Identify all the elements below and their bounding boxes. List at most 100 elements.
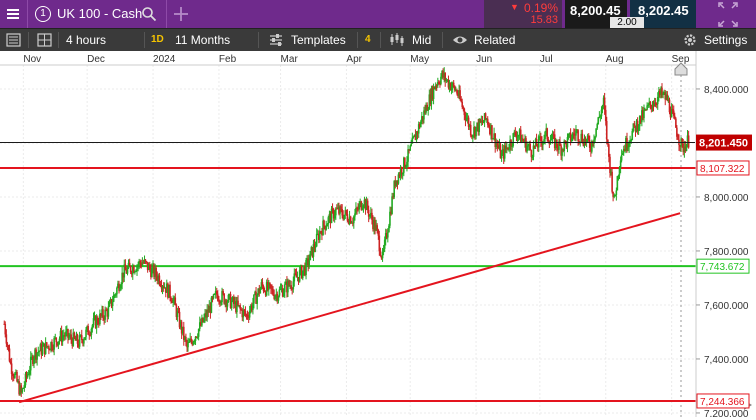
candle-body — [188, 341, 190, 343]
candle-body — [510, 140, 512, 147]
candle-body — [450, 87, 453, 91]
x-tick-label: Apr — [346, 54, 362, 65]
candle-body — [452, 82, 455, 87]
price-chart[interactable]: Nov Dec 2024 Feb Mar Apr May Jun Jul Aug Sep 8,400… — [0, 51, 756, 420]
trendline[interactable] — [18, 212, 681, 404]
y-tick-label: 7,400.000 — [704, 355, 749, 366]
range-selector[interactable]: 11 Months — [175, 33, 231, 47]
chart-toolbar: 4 hours 1D 11 Months Templates 4 Mid Rel… — [0, 28, 756, 51]
candle-body — [515, 135, 518, 138]
candle-body — [429, 94, 432, 105]
menu-button[interactable] — [0, 0, 26, 28]
candle-body — [125, 270, 128, 274]
search-icon[interactable] — [141, 6, 157, 22]
panel-icon[interactable] — [5, 29, 23, 51]
candle-body — [202, 317, 204, 322]
candle-body — [38, 351, 41, 353]
candle-body — [611, 171, 613, 192]
candle-body — [328, 213, 331, 218]
candle-body — [362, 205, 365, 209]
candle-body — [399, 168, 402, 177]
candle-body — [104, 309, 106, 320]
candle-body — [664, 92, 667, 100]
candle-body — [90, 328, 93, 335]
related-label: Related — [474, 33, 516, 47]
y-tick-label: 8,400.000 — [704, 85, 749, 96]
gear-icon — [684, 34, 696, 46]
current-price-label: 8,201.450 — [699, 138, 748, 150]
horizontal-lines[interactable] — [0, 166, 698, 402]
candle-body — [620, 154, 623, 161]
candle-body — [501, 149, 504, 154]
trendline-segment[interactable] — [18, 212, 681, 404]
candle-body — [66, 329, 68, 332]
candle-body — [156, 276, 159, 281]
y-axis[interactable]: 8,400.0008,200.0008,000.0007,800.0007,60… — [695, 51, 756, 420]
candle-body — [238, 305, 240, 307]
candle-body — [85, 329, 87, 338]
candle-body — [573, 133, 575, 135]
candle-body — [601, 105, 604, 110]
candle-body — [525, 138, 527, 152]
candle-body — [570, 138, 573, 142]
expand-icon[interactable] — [718, 2, 738, 14]
candle-body — [309, 251, 312, 261]
candle-body — [408, 149, 410, 151]
candle-body — [684, 146, 687, 152]
candle-body — [471, 135, 473, 138]
candle-body — [398, 174, 401, 177]
candle-body — [431, 87, 434, 100]
settings-button[interactable]: Settings — [682, 29, 752, 51]
grid-icon[interactable] — [36, 29, 54, 51]
candles-icon — [390, 33, 404, 46]
candle-body — [576, 130, 578, 132]
candle-body — [627, 147, 629, 149]
candle-body — [184, 336, 186, 340]
instrument-selector[interactable]: 1 UK 100 - Cash — [33, 0, 163, 28]
candle-body — [630, 139, 633, 142]
candle-body — [381, 251, 384, 259]
price-type-label: Mid — [412, 33, 432, 47]
candle-body — [483, 113, 486, 123]
candle-body — [396, 180, 399, 184]
candle-body — [360, 201, 363, 210]
candle-body — [516, 135, 519, 138]
candle-body — [513, 131, 516, 134]
candle-body — [578, 140, 580, 142]
candle-body — [70, 334, 72, 340]
sell-button[interactable]: 8,200.45 — [565, 0, 627, 28]
candle-body — [223, 293, 225, 304]
buy-button[interactable]: 8,202.45 — [630, 0, 696, 28]
candle-body — [446, 79, 449, 81]
horizontal-line-label-box — [696, 258, 750, 274]
candle-body — [74, 337, 77, 341]
candle-body — [260, 282, 263, 289]
templates-button[interactable]: Templates — [268, 29, 356, 51]
plus-icon[interactable] — [173, 6, 189, 22]
interval-selector[interactable]: 4 hours — [66, 33, 107, 47]
candle-body — [671, 108, 674, 111]
candle-body — [363, 199, 366, 206]
candle-body — [669, 112, 672, 118]
candle-body — [558, 141, 560, 150]
candle-body — [44, 342, 47, 354]
candle-body — [649, 101, 652, 106]
candle-body — [108, 302, 111, 307]
related-button[interactable]: Related — [452, 29, 522, 51]
y-tick-label: 7,800.000 — [704, 247, 749, 258]
collapse-icon[interactable] — [718, 15, 738, 27]
candle-body — [291, 288, 293, 290]
price-type-selector[interactable]: Mid — [388, 29, 438, 51]
candle-body — [668, 99, 671, 113]
grid-lines — [0, 65, 695, 417]
sell-price: 8,200.45 — [570, 3, 621, 18]
candle-body — [489, 126, 491, 135]
chart-canvas[interactable]: Nov Dec 2024 Feb Mar Apr May Jun Jul Aug Sep 8,400… — [0, 51, 756, 420]
indicator-count[interactable]: 4 — [365, 34, 371, 45]
candle-body — [32, 356, 34, 364]
candle-body — [289, 285, 291, 287]
candle-body — [116, 287, 118, 295]
horizontal-line-label-box — [696, 160, 750, 176]
candle-body — [349, 216, 352, 224]
candle-body — [207, 309, 210, 313]
